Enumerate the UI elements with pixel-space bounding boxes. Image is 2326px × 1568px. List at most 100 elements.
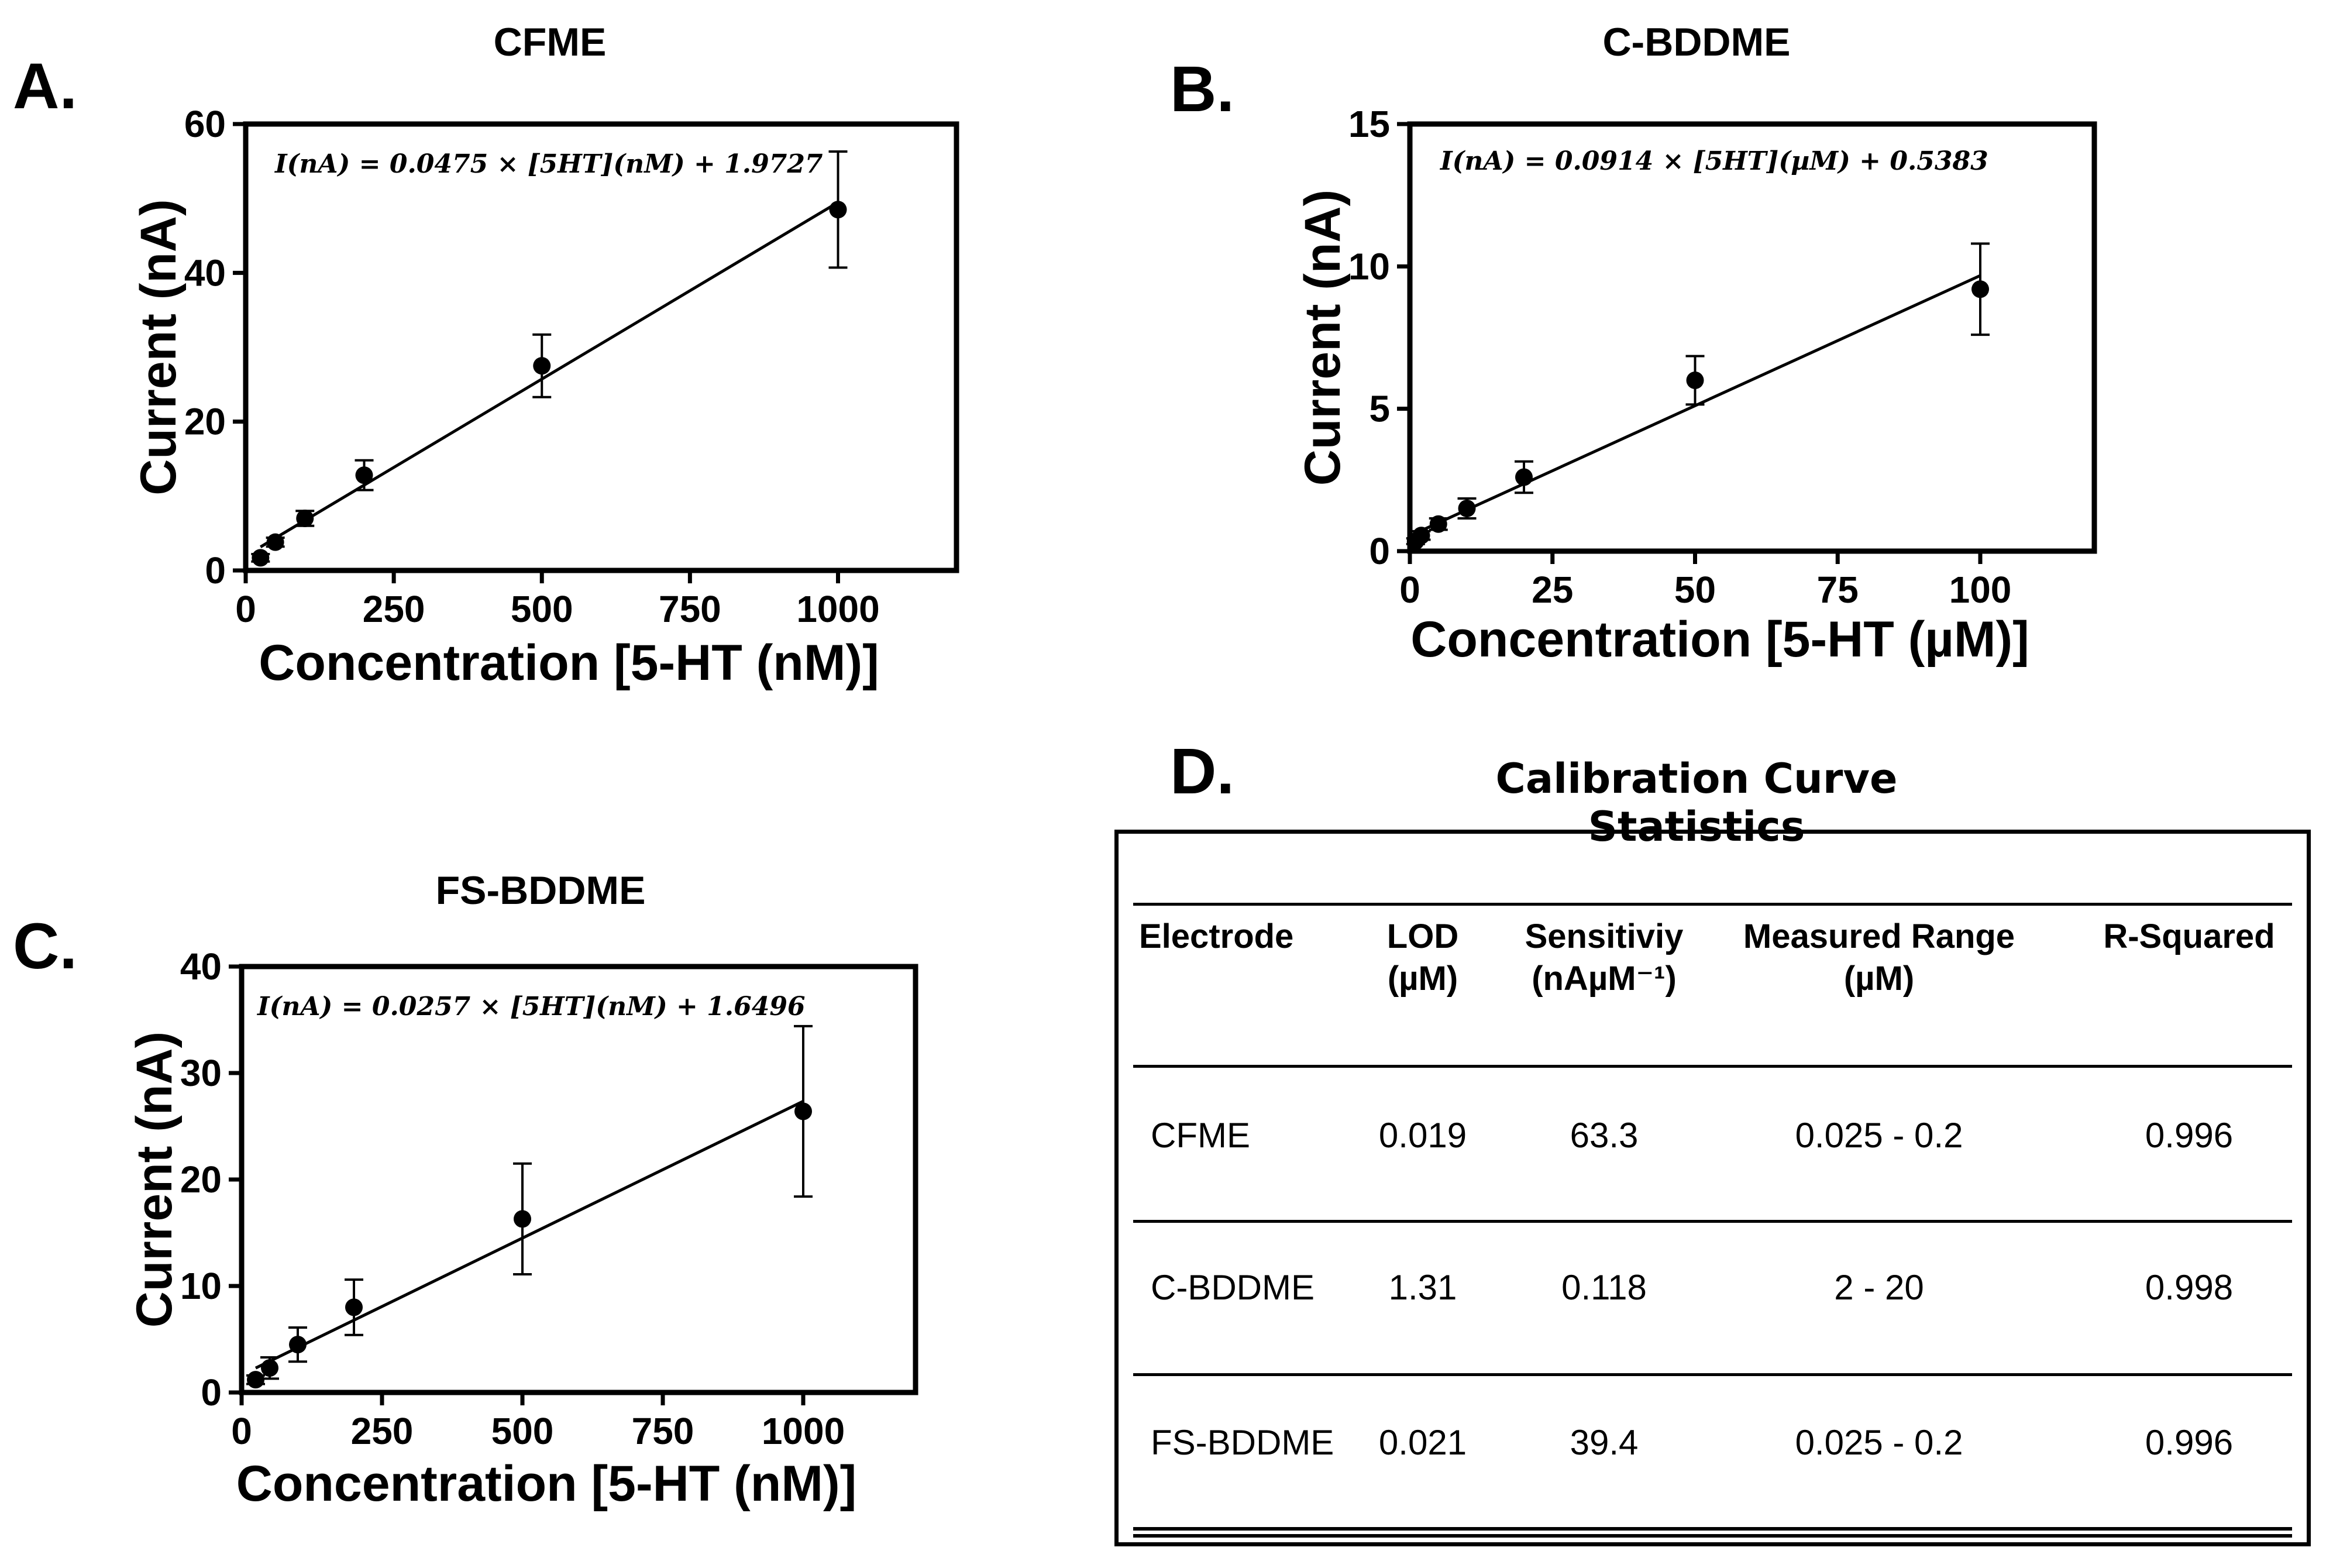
data-point <box>261 1359 278 1377</box>
table-cell: 0.996 <box>2145 1116 2234 1155</box>
y-tick-label: 10 <box>1348 245 1390 287</box>
regression-equation: I(nA) = 0.0475 × [5HT](nM) + 1.9727 <box>274 149 823 179</box>
table-cell: 0.996 <box>2145 1423 2234 1462</box>
header-rule <box>1133 1065 2292 1068</box>
x-tick-label: 750 <box>632 1410 694 1452</box>
plot-frame <box>1407 121 2097 554</box>
x-tick-label: 100 <box>1949 569 2012 611</box>
y-tick-label: 0 <box>1369 530 1390 572</box>
y-tick-label: 0 <box>205 549 226 592</box>
y-axis-label: Current (nA) <box>130 199 187 495</box>
chart-title: CFME <box>494 20 607 64</box>
header-lod: LOD (µM) <box>1386 917 1459 998</box>
x-axis-label: Concentration [5-HT (nM)] <box>259 635 879 691</box>
data-point <box>289 1336 307 1354</box>
data-point <box>355 466 373 484</box>
row-rule <box>1133 1373 2292 1376</box>
data-point <box>533 357 551 375</box>
plot-frame <box>239 964 918 1395</box>
y-tick-label: 5 <box>1369 388 1390 430</box>
y-tick-label: 10 <box>180 1265 222 1307</box>
x-tick-label: 1000 <box>762 1410 845 1452</box>
x-tick-label: 500 <box>511 588 573 630</box>
y-axis-label: Current (nA) <box>1295 190 1351 486</box>
x-tick-label: 50 <box>1674 569 1716 611</box>
x-axis-label: Concentration [5-HT (µM)] <box>1410 611 2029 668</box>
y-axis-label: Current (nA) <box>126 1031 183 1328</box>
y-tick-label: 15 <box>1348 103 1390 145</box>
table-cell: 0.118 <box>1561 1268 1647 1307</box>
data-point <box>1412 527 1430 545</box>
y-tick-label: 30 <box>180 1052 222 1094</box>
data-point <box>247 1371 264 1389</box>
data-point <box>794 1102 812 1120</box>
fit-line <box>260 201 839 548</box>
data-point <box>1458 500 1476 517</box>
y-tick-label: 20 <box>180 1158 222 1201</box>
x-tick-label: 0 <box>235 588 256 630</box>
x-tick-label: 75 <box>1817 569 1859 611</box>
x-tick-label: 250 <box>363 588 425 630</box>
data-point <box>1971 280 1989 298</box>
panel-letter: A. <box>13 50 77 122</box>
table-bottom-rule-double <box>1133 1534 2292 1538</box>
data-point <box>1429 515 1447 533</box>
y-tick-label: 40 <box>180 945 222 988</box>
table-cell: 0.998 <box>2145 1268 2234 1307</box>
table-cell: FS-BDDME <box>1151 1423 1334 1462</box>
data-point <box>1515 468 1533 486</box>
table-top-rule <box>1133 903 2292 906</box>
panel-letter: B. <box>1170 53 1234 125</box>
fit-line <box>254 1099 804 1370</box>
row-rule <box>1133 1220 2292 1223</box>
regression-equation: I(nA) = 0.0914 × [5HT](µM) + 0.5383 <box>1439 146 1988 176</box>
table-cell: CFME <box>1151 1116 1250 1155</box>
header-sensitivity: Sensitiviy (nAµM⁻¹) <box>1525 917 1684 998</box>
header-measured-range: Measured Range (µM) <box>1743 917 2015 998</box>
chart-title: C-BDDME <box>1602 20 1790 64</box>
header-electrode: Electrode <box>1139 917 1294 955</box>
chart-panel-c: FS-BDDME C. 0 250 500 750 1000 0 10 20 30 40 Concent… <box>13 868 918 1512</box>
table-title: Calibration Curve Statistics <box>1495 755 1898 851</box>
data-point <box>514 1210 531 1228</box>
table-cell: 63.3 <box>1570 1116 1639 1155</box>
table-cell: 0.019 <box>1378 1116 1467 1155</box>
y-tick-label: 40 <box>184 252 226 294</box>
table-bottom-rule <box>1133 1527 2292 1531</box>
table-cell: C-BDDME <box>1151 1268 1315 1307</box>
table-cell: 39.4 <box>1570 1423 1639 1462</box>
fit-line <box>1409 274 1981 538</box>
data-point <box>1686 372 1704 389</box>
header-r-squared: R-Squared <box>2103 917 2275 955</box>
regression-equation: I(nA) = 0.0257 × [5HT](nM) + 1.6496 <box>256 992 806 1022</box>
y-tick-label: 60 <box>184 103 226 145</box>
plot-frame <box>243 121 959 573</box>
chart-panel-a: CFME A. 0 250 500 750 1000 0 20 40 60 Concentration… <box>13 20 959 691</box>
table-cell: 0.025 - 0.2 <box>1795 1116 1963 1155</box>
x-tick-label: 250 <box>351 1410 414 1452</box>
data-point <box>266 533 284 551</box>
data-point <box>829 201 847 219</box>
table-cell: 0.021 <box>1378 1423 1467 1462</box>
panel-letter-d: D. <box>1170 735 1234 807</box>
statistics-table: Electrode LOD (µM) Sensitiviy (nAµM⁻¹) Mea… <box>1114 830 2311 1546</box>
x-tick-label: 1000 <box>796 588 879 630</box>
x-tick-label: 0 <box>231 1410 252 1452</box>
chart-panel-b: C-BDDME B. 0 25 50 75 100 0 5 10 15 Concentration [… <box>1170 20 2097 668</box>
x-tick-label: 0 <box>1399 569 1420 611</box>
x-tick-label: 500 <box>491 1410 554 1452</box>
table-cell: 2 - 20 <box>1834 1268 1924 1307</box>
y-tick-label: 20 <box>184 401 226 443</box>
x-tick-label: 750 <box>659 588 721 630</box>
x-tick-label: 25 <box>1532 569 1573 611</box>
data-point <box>252 549 270 567</box>
table-cell: 1.31 <box>1388 1268 1457 1307</box>
data-point <box>345 1298 363 1316</box>
table-cell: 0.025 - 0.2 <box>1795 1423 1963 1462</box>
data-point <box>296 509 314 527</box>
chart-title: FS-BDDME <box>436 868 646 913</box>
x-axis-label: Concentration [5-HT (nM)] <box>236 1456 857 1512</box>
y-tick-label: 0 <box>201 1371 222 1414</box>
panel-letter: C. <box>13 910 77 982</box>
